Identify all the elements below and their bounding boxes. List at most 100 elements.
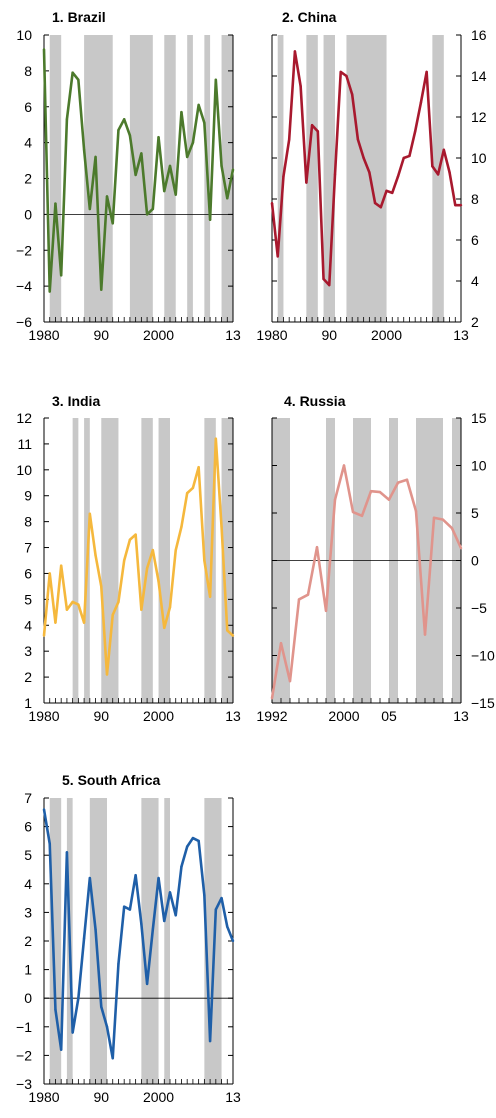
y-tick-label: 4: [24, 617, 32, 633]
data-point: [288, 679, 292, 683]
data-point: [423, 633, 427, 636]
series-line: [42, 809, 235, 1060]
data-point: [48, 290, 51, 293]
data-point: [387, 498, 391, 501]
y-tick-label: 2: [24, 669, 32, 685]
x-tick-label: 1980: [256, 327, 287, 343]
shaded-band: [89, 798, 107, 1084]
data-point: [185, 155, 189, 159]
data-point: [378, 490, 382, 494]
data-point: [54, 621, 57, 624]
data-point: [270, 697, 274, 700]
shaded-band: [346, 35, 387, 322]
data-point: [450, 527, 454, 530]
y-tick-label: 10: [16, 27, 32, 43]
data-point: [310, 124, 314, 127]
data-point: [128, 134, 132, 137]
data-point: [356, 138, 360, 141]
data-point: [48, 572, 51, 575]
data-point: [59, 564, 63, 567]
data-point: [360, 514, 364, 518]
y-tick-label: 6: [24, 99, 32, 115]
x-tick-label: 2000: [143, 327, 174, 343]
shaded-band: [277, 35, 284, 322]
data-point: [117, 600, 120, 604]
shaded-band: [221, 35, 233, 322]
data-point: [306, 593, 310, 596]
data-point: [65, 851, 69, 854]
data-point: [362, 156, 365, 160]
y-tick-label: 0: [24, 206, 32, 222]
y-tick-label: −3: [16, 1076, 32, 1092]
data-point: [203, 559, 206, 562]
data-point: [373, 201, 377, 205]
data-point: [174, 914, 177, 917]
y-tick-label: 4: [471, 273, 479, 289]
shaded-band: [72, 418, 79, 703]
data-point: [100, 585, 103, 588]
data-point: [111, 222, 114, 225]
y-tick-label: −4: [16, 278, 32, 294]
x-tick-label: 13: [453, 327, 469, 343]
data-point: [339, 70, 342, 74]
data-point: [59, 274, 63, 277]
y-tick-label: −15: [471, 695, 495, 711]
data-point: [226, 925, 229, 928]
data-point: [432, 516, 436, 519]
shaded-band: [141, 418, 153, 703]
data-point: [128, 538, 132, 541]
y-tick-label: 2: [24, 933, 32, 949]
data-point: [111, 613, 114, 617]
data-point: [220, 525, 223, 529]
data-point: [77, 78, 80, 82]
shaded-band: [84, 35, 113, 322]
data-point: [342, 464, 346, 467]
data-point: [459, 546, 463, 550]
data-point: [48, 842, 51, 845]
y-tick-label: −2: [16, 242, 32, 258]
y-tick-label: 7: [24, 790, 32, 806]
y-tick-label: 14: [471, 68, 487, 84]
data-point: [54, 202, 57, 205]
data-point: [208, 218, 212, 221]
x-tick-label: 2000: [143, 708, 174, 724]
data-point: [208, 595, 212, 598]
shaded-band: [158, 418, 170, 703]
data-point: [231, 168, 235, 171]
data-point: [185, 845, 189, 848]
data-point: [88, 207, 92, 211]
shaded-band: [306, 35, 318, 322]
data-point: [203, 894, 206, 897]
data-point: [82, 621, 86, 624]
data-point: [436, 173, 440, 176]
x-tick-label: 1980: [28, 327, 59, 343]
data-point: [459, 203, 463, 207]
y-tick-label: 15: [471, 410, 487, 426]
data-point: [54, 1008, 57, 1011]
data-point: [408, 154, 411, 158]
data-point: [368, 171, 371, 174]
data-point: [122, 118, 126, 121]
x-tick-label: 1992: [256, 708, 287, 724]
data-point: [297, 598, 301, 601]
y-tick-label: −2: [16, 1047, 32, 1063]
series-line: [42, 49, 235, 293]
data-point: [305, 181, 308, 184]
y-tick-label: 0: [24, 990, 32, 1006]
data-point: [185, 491, 189, 495]
data-point: [105, 1025, 109, 1029]
data-point: [441, 518, 445, 521]
data-point: [163, 919, 166, 923]
data-point: [279, 641, 283, 645]
shaded-band: [164, 798, 170, 1084]
data-point: [442, 148, 446, 151]
x-tick-label: 90: [93, 708, 109, 724]
data-point: [82, 148, 86, 151]
data-point: [88, 512, 92, 516]
data-point: [117, 128, 120, 132]
data-point: [203, 121, 206, 125]
data-point: [405, 478, 409, 481]
data-point: [197, 466, 200, 469]
